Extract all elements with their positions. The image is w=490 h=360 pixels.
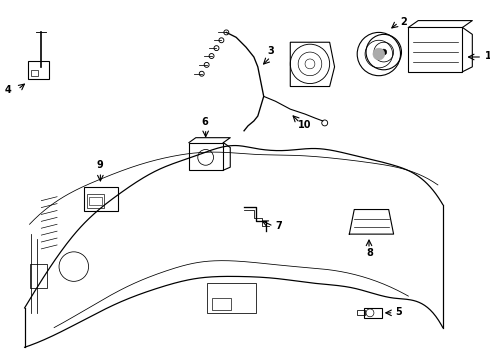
Bar [89,197,102,204]
Bar [30,70,38,76]
Text: 9: 9 [97,160,103,170]
Bar [27,61,49,78]
Text: 5: 5 [395,307,402,317]
Text: 6: 6 [202,117,208,127]
Circle shape [381,49,387,55]
Bar [212,298,231,310]
Bar [29,264,47,288]
Bar [207,283,256,313]
Text: 1: 1 [485,51,490,61]
Bar [357,310,365,315]
Text: 10: 10 [298,120,312,130]
Text: 7: 7 [275,221,282,231]
Text: 4: 4 [5,85,12,95]
Bar [87,194,104,208]
Text: 2: 2 [400,17,407,27]
Circle shape [373,48,385,60]
Bar [84,187,118,211]
Bar [189,143,223,170]
Bar [408,27,463,72]
Bar [364,308,382,318]
Text: 8: 8 [366,248,373,258]
Text: 3: 3 [268,46,274,56]
